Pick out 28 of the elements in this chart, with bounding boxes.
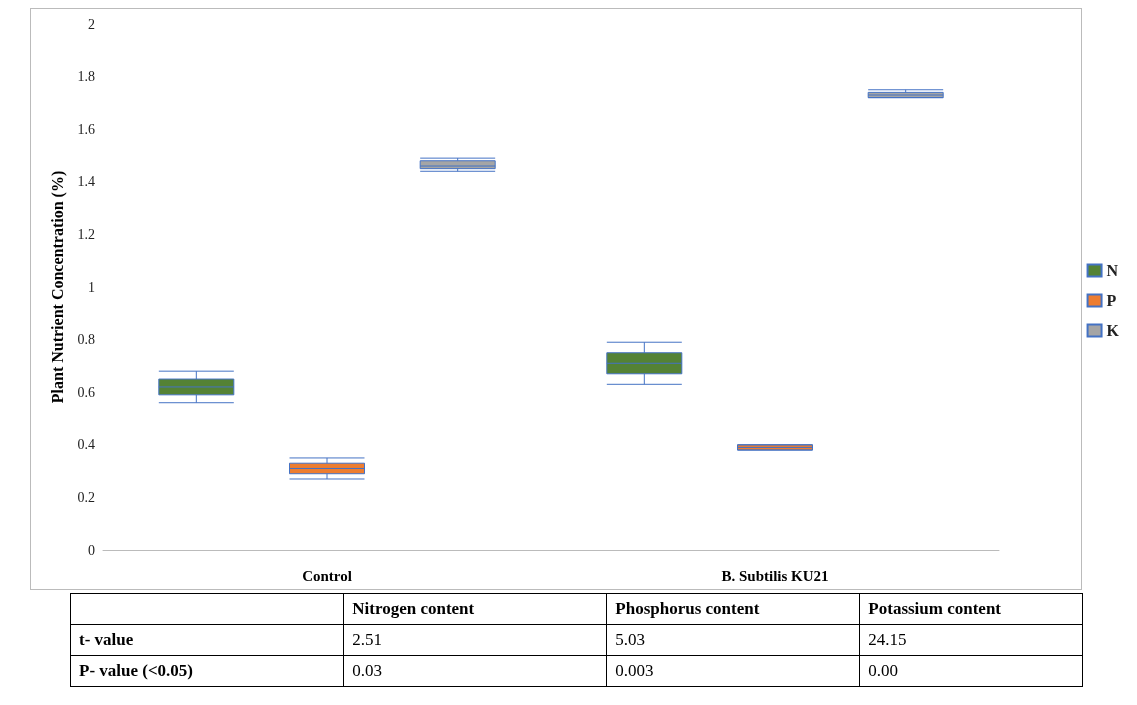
text: t- value (70, 624, 344, 656)
y-tick-label: 1 (88, 279, 95, 295)
text: P- value (<0.05) (70, 655, 344, 687)
text: 5.03 (606, 624, 860, 656)
legend-label: P (1106, 292, 1117, 309)
text: Nitrogen content (343, 593, 607, 625)
text: 0.00 (859, 655, 1083, 687)
y-tick-label: 0.2 (77, 489, 95, 505)
y-tick-label: 2 (88, 16, 95, 32)
text: 0.003 (606, 655, 860, 687)
text: Phosphorus content (606, 593, 860, 625)
legend-label: K (1106, 322, 1120, 339)
text: 2.51 (343, 624, 607, 656)
y-tick-label: 0.8 (77, 332, 95, 348)
x-tick-label: Control (302, 567, 352, 584)
legend-label: N (1106, 262, 1119, 279)
x-tick-label: B. Subtilis KU21 (721, 567, 829, 584)
y-tick-label: 1.8 (77, 69, 95, 85)
y-tick-label: 1.4 (77, 174, 95, 190)
y-tick-label: 1.2 (77, 226, 95, 242)
text: Potassium content (859, 593, 1083, 625)
y-tick-label: 0.6 (77, 384, 95, 400)
y-tick-label: 1.6 (77, 121, 95, 137)
text: 0.03 (343, 655, 607, 687)
y-axis-title: Plant Nutrient Concentration (%) (48, 170, 67, 404)
y-tick-label: 0.4 (77, 437, 95, 453)
text: 24.15 (859, 624, 1083, 656)
y-tick-label: 0 (88, 542, 95, 558)
